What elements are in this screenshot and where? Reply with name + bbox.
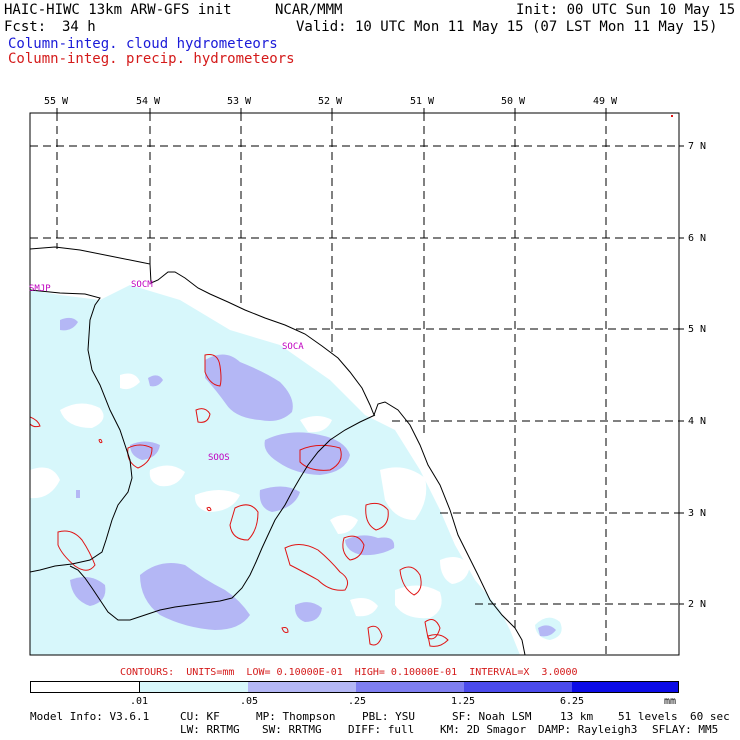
lat-label: 2 N: [688, 599, 707, 610]
colorbar-label: .25: [348, 696, 367, 707]
model-info-item: KM: 2D Smagor: [440, 723, 527, 736]
model-info-item: LW: RRTMG: [180, 723, 240, 736]
colorbar-swatch: [572, 682, 678, 692]
lon-label: 51 W: [410, 96, 435, 107]
clear-area: [120, 373, 140, 390]
cloud-field-medium: [76, 490, 80, 498]
clear-area: [395, 585, 442, 619]
field-cloud-label: Column-integ. cloud hydrometeors: [8, 36, 278, 52]
lon-label: 50 W: [501, 96, 526, 107]
clear-area: [60, 403, 104, 428]
cloud-field-medium: [538, 625, 556, 637]
map-frame: [29, 112, 680, 656]
lat-label: 6 N: [688, 233, 707, 244]
colorbar-swatch: [356, 682, 464, 692]
model-info-item: 60 sec: [690, 710, 730, 723]
lon-label: 55 W: [44, 96, 69, 107]
model-info-item: MP: Thompson: [256, 710, 336, 723]
cloud-field-light: [30, 285, 520, 655]
model-info-item: SW: RRTMG: [262, 723, 322, 736]
colorbar: [30, 681, 679, 693]
model-info-item: SFLAY: MM5: [652, 723, 719, 736]
colorbar-label: 1.25: [451, 696, 476, 707]
coastline: [30, 246, 526, 655]
clear-area: [149, 465, 185, 487]
init-time: Init: 00 UTC Sun 10 May 15: [516, 2, 736, 18]
fcst-label: Fcst:: [4, 19, 47, 35]
lat-label: 4 N: [688, 416, 707, 427]
model-info-item: CU: KF: [180, 710, 220, 723]
lat-label: 5 N: [688, 324, 707, 335]
lat-label: 7 N: [688, 141, 707, 152]
colorbar-swatch: [140, 682, 248, 692]
clear-area: [350, 598, 378, 617]
colorbar-label: .01: [130, 696, 149, 707]
latlon-grid: [30, 113, 679, 655]
fcst-value: 34 h: [62, 19, 96, 35]
station-label: SOCA: [282, 342, 304, 352]
contour-info: CONTOURS: UNITS=mm LOW= 0.10000E-01 HIGH…: [120, 667, 578, 678]
model-info-item: DIFF: full: [348, 723, 415, 736]
cloud-field-medium: [259, 486, 300, 512]
model-info-item: PBL: YSU: [362, 710, 415, 723]
field-precip-label: Column-integ. precip. hydrometeors: [8, 51, 295, 67]
model-info-item: DAMP: Rayleigh3: [538, 723, 638, 736]
cloud-field-medium: [264, 432, 350, 475]
valid-time: Valid: 10 UTC Mon 11 May 15 (07 LST Mon …: [296, 19, 718, 35]
colorbar-label: 6.25: [560, 696, 585, 707]
precip-contours: [30, 354, 449, 647]
cloud-field-medium: [130, 441, 160, 460]
corner-marker: [671, 115, 673, 117]
lat-ticks: [679, 145, 684, 605]
clear-area: [330, 515, 358, 534]
cloud-field-medium: [140, 562, 250, 630]
lat-label: 3 N: [688, 508, 707, 519]
cloud-field-medium: [70, 576, 106, 606]
cloud-field-medium: [205, 354, 293, 421]
colorbar-units: mm: [664, 696, 677, 707]
model-info-item: 51 levels: [618, 710, 678, 723]
colorbar-label: .05: [240, 696, 259, 707]
model-info-item: Model Info: V3.6.1: [30, 710, 150, 723]
cloud-field-medium: [294, 602, 322, 622]
clear-area: [300, 416, 332, 433]
cloud-field-medium: [148, 375, 163, 387]
lon-label: 53 W: [227, 96, 252, 107]
lon-label: 54 W: [136, 96, 161, 107]
lon-ticks: [56, 108, 607, 113]
clear-area: [440, 556, 470, 584]
lon-label: 49 W: [593, 96, 618, 107]
cloud-field-medium: [60, 317, 78, 331]
org-label: NCAR/MMM: [275, 2, 343, 18]
station-label: SOOS: [208, 453, 230, 463]
model-info-item: 13 km: [560, 710, 594, 723]
lon-label: 52 W: [318, 96, 343, 107]
model-info-item: SF: Noah LSM: [452, 710, 532, 723]
colorbar-swatch: [31, 682, 140, 692]
station-label: SOCM: [131, 280, 153, 290]
clear-area: [380, 467, 427, 520]
clear-area: [194, 490, 240, 512]
colorbar-swatch: [464, 682, 572, 692]
clear-area: [30, 467, 60, 499]
station-label: SMJP: [29, 284, 51, 294]
colorbar-swatch: [248, 682, 356, 692]
model-title: HAIC-HIWC 13km ARW-GFS init: [4, 2, 232, 18]
cloud-field-medium: [345, 535, 395, 556]
